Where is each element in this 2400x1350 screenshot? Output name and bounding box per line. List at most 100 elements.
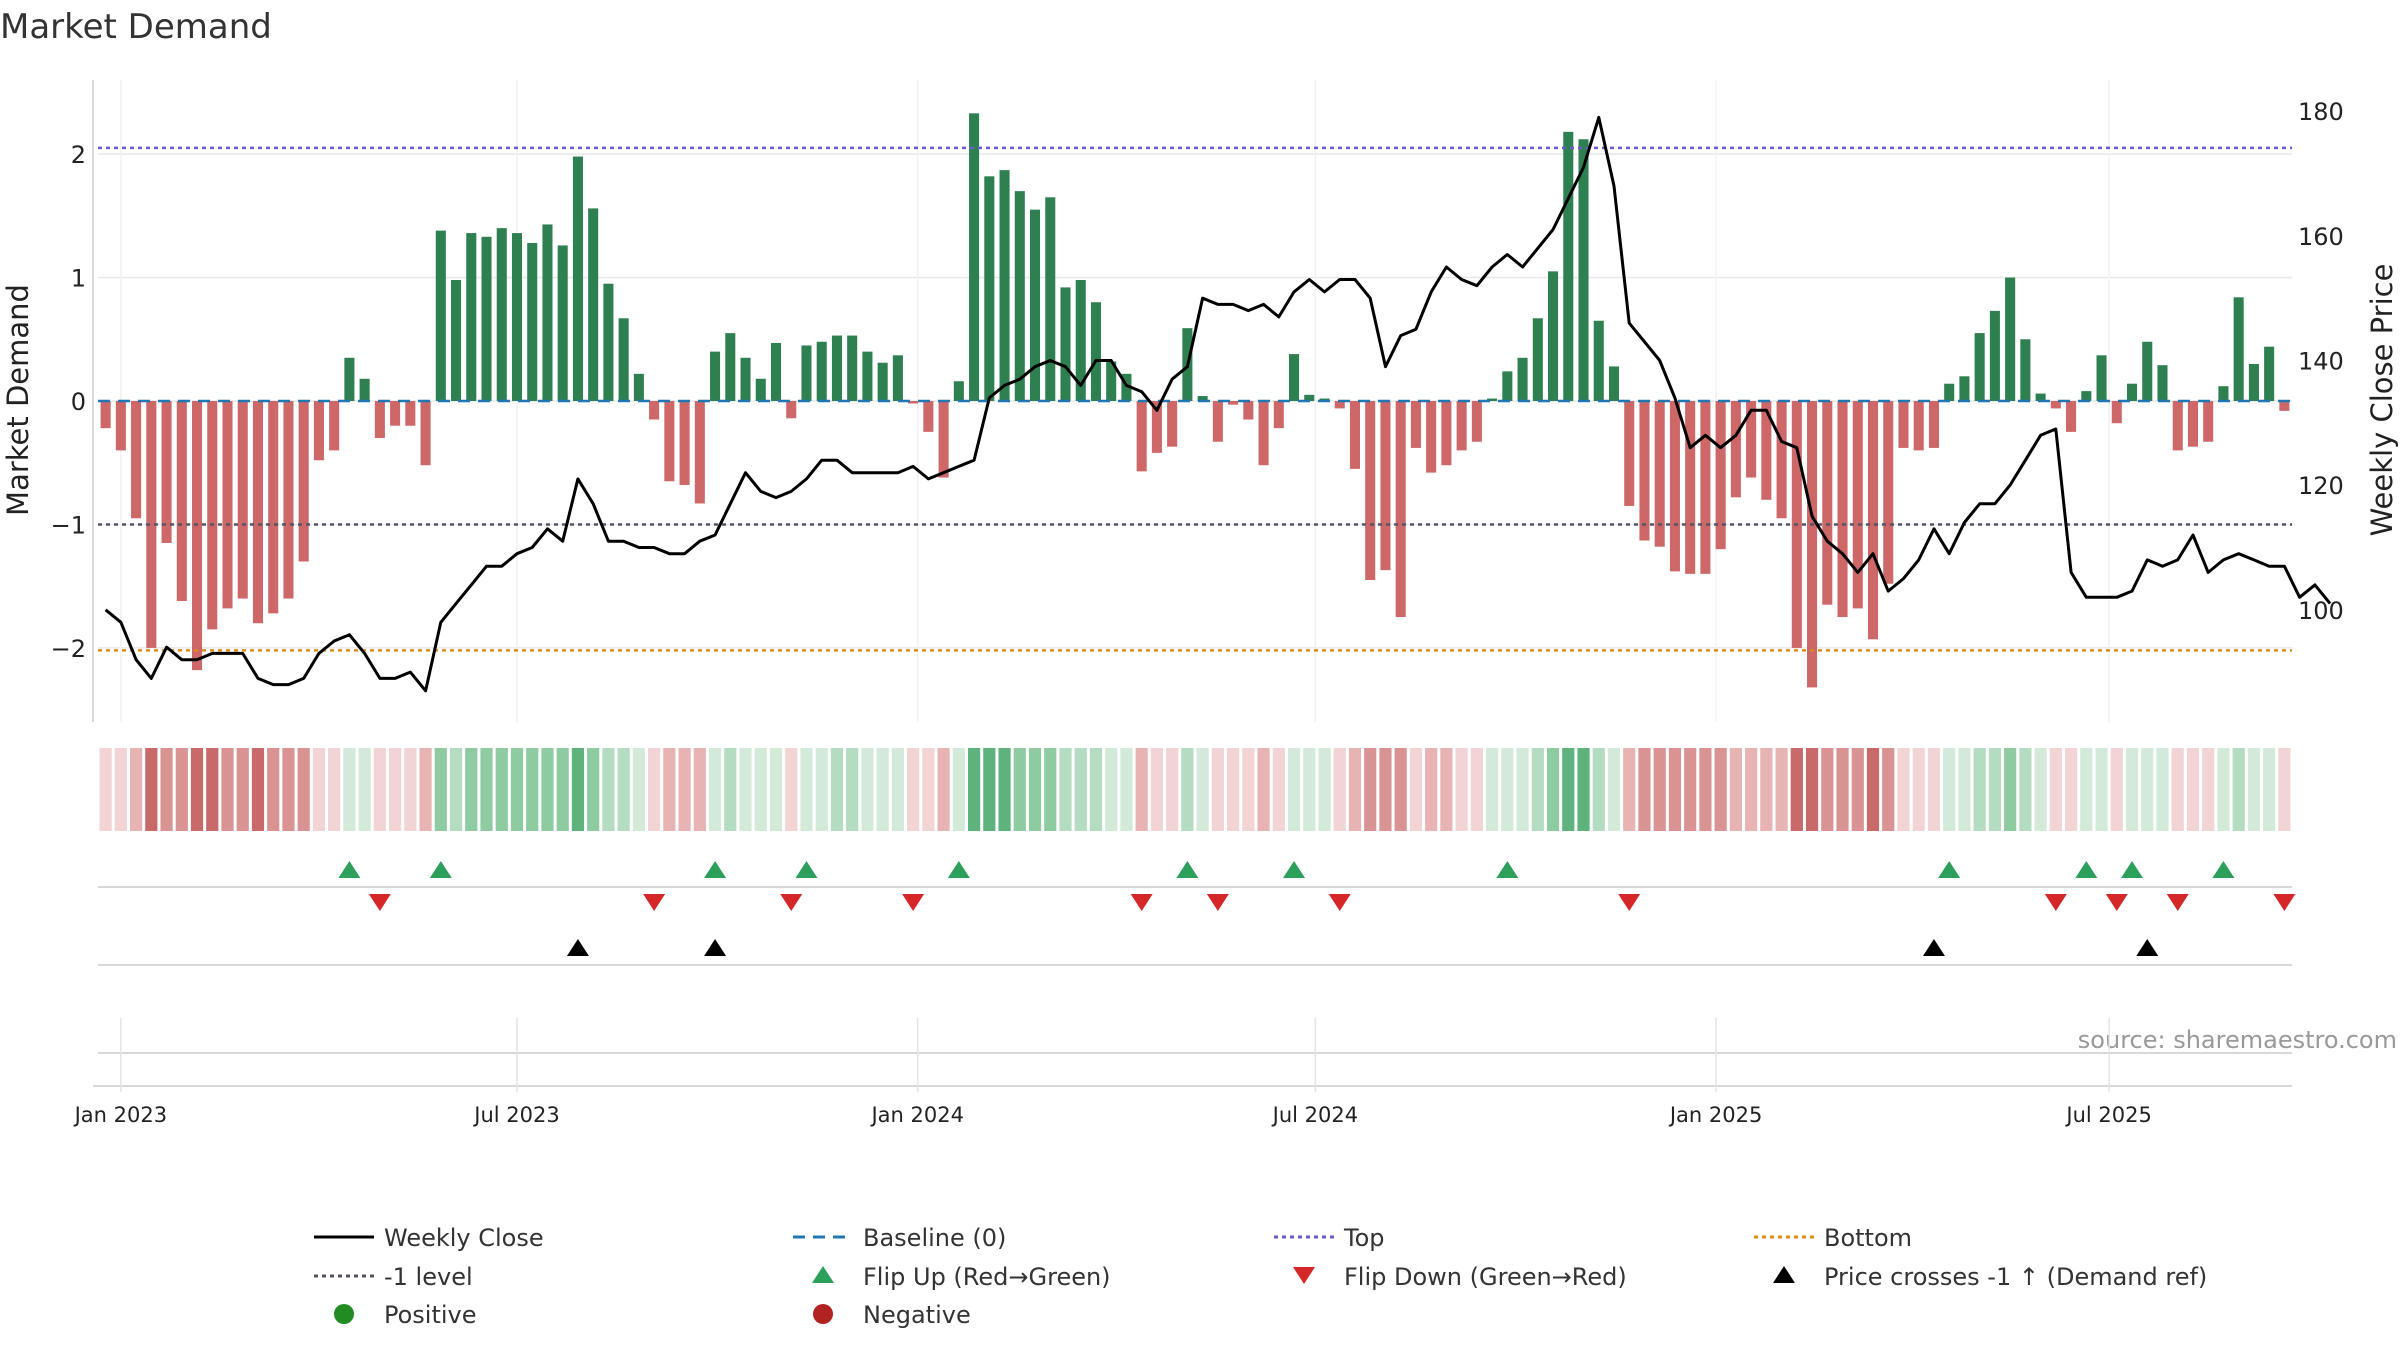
heat-cell xyxy=(267,748,280,831)
heat-cell xyxy=(1653,748,1666,831)
demand-bar-positive xyxy=(999,170,1010,401)
heat-cell xyxy=(1592,748,1605,831)
demand-bar-negative xyxy=(2172,401,2183,451)
demand-bar-negative xyxy=(1136,401,1147,472)
heat-cell xyxy=(1364,748,1377,831)
demand-bar-negative xyxy=(1822,401,1833,605)
heat-cell xyxy=(2019,748,2032,831)
demand-bar-negative xyxy=(405,401,416,426)
demand-bar-positive xyxy=(2096,355,2107,401)
price-cross-marker xyxy=(566,939,589,956)
demand-bar-positive xyxy=(1974,333,1985,401)
demand-bar-negative xyxy=(1167,401,1178,447)
demand-bar-positive xyxy=(892,355,903,401)
heat-cell xyxy=(129,748,143,831)
demand-bar-positive xyxy=(1532,318,1543,401)
heat-cell xyxy=(846,748,859,831)
demand-bar-negative xyxy=(252,401,264,624)
heat-cell xyxy=(1379,748,1392,831)
heat-cell xyxy=(602,748,615,831)
flip-up-marker xyxy=(338,861,361,878)
demand-bar-positive xyxy=(740,357,751,401)
demand-bar-positive xyxy=(1944,383,1955,401)
demand-bar-negative xyxy=(1395,401,1406,618)
heat-cell xyxy=(983,748,996,831)
heat-cell xyxy=(282,748,295,831)
demand-bar-negative xyxy=(1410,401,1421,448)
heat-cell xyxy=(2080,748,2093,831)
demand-bar-positive xyxy=(1959,376,1970,401)
heat-cell xyxy=(373,748,386,831)
heat-cell xyxy=(998,748,1011,831)
heat-cell xyxy=(1958,748,1971,831)
flip-up-marker xyxy=(1176,861,1199,878)
heat-cell xyxy=(1562,748,1575,831)
heat-cell xyxy=(815,748,828,831)
demand-bar-positive xyxy=(2248,363,2259,401)
heat-cell xyxy=(2004,748,2017,831)
demand-bar-negative xyxy=(1837,401,1848,618)
right-tick-label: 160 xyxy=(2298,223,2344,251)
heat-cell xyxy=(297,748,310,831)
demand-bar-negative xyxy=(1380,401,1391,571)
flip-up-marker xyxy=(429,861,452,878)
heat-cell xyxy=(1821,748,1834,831)
demand-bar-positive xyxy=(1029,209,1041,401)
demand-bar-negative xyxy=(161,401,172,543)
demand-bar-negative xyxy=(1212,401,1223,442)
demand-bar-positive xyxy=(2035,393,2046,401)
heat-cell xyxy=(2125,748,2139,831)
heat-cell xyxy=(1577,748,1590,831)
heat-cell xyxy=(1166,748,1179,831)
heat-cell xyxy=(1242,748,1255,831)
demand-bar-negative xyxy=(237,401,248,599)
demand-bar-negative xyxy=(694,401,705,504)
right-axis-ticks: 180 160 140 120 100 xyxy=(2298,98,2344,625)
heat-cell xyxy=(1196,748,1209,831)
heat-cell xyxy=(1531,748,1544,831)
heat-cell xyxy=(708,748,722,831)
heat-cell xyxy=(1013,748,1026,831)
heat-cell xyxy=(2278,748,2291,831)
demand-bar-negative xyxy=(2203,401,2214,442)
demand-bar-negative xyxy=(1898,401,1909,448)
heat-cell xyxy=(480,748,493,831)
heat-cell xyxy=(526,748,539,831)
heat-cell xyxy=(556,748,569,831)
heat-cell xyxy=(1089,748,1103,831)
demand-bar-negative xyxy=(313,401,324,461)
demand-bar-negative xyxy=(1746,401,1757,478)
demand-bar-positive xyxy=(1548,271,1559,401)
demand-bar-positive xyxy=(451,280,462,401)
heat-cell xyxy=(160,748,173,831)
heat-cell xyxy=(465,748,478,831)
heat-cell xyxy=(1044,748,1057,831)
demand-bar-negative xyxy=(420,401,431,466)
heat-cell xyxy=(1714,748,1727,831)
legend-baseline-label: Baseline (0) xyxy=(863,1224,1006,1252)
heat-cell xyxy=(678,748,691,831)
x-tick-label: Jan 2023 xyxy=(73,1103,168,1127)
heat-cell xyxy=(1851,748,1864,831)
demand-bar-positive xyxy=(1090,302,1101,401)
demand-bar-positive xyxy=(1304,394,1315,401)
demand-bar-negative xyxy=(1228,401,1239,405)
heat-cell xyxy=(2034,748,2047,831)
demand-bar-negative xyxy=(908,401,919,404)
source-text: source: sharemaestro.com xyxy=(2078,1026,2397,1054)
heat-cell xyxy=(312,748,326,831)
heat-cell xyxy=(891,748,904,831)
legend-flip-down-label: Flip Down (Green→Red) xyxy=(1344,1263,1627,1291)
demand-bar-positive xyxy=(1487,398,1498,401)
demand-bar-negative xyxy=(390,401,401,426)
demand-bar-positive xyxy=(359,378,370,401)
heat-cell xyxy=(145,748,158,831)
demand-bar-negative xyxy=(1334,401,1345,409)
heat-cell xyxy=(2156,748,2169,831)
heat-cell xyxy=(632,748,645,831)
heat-cell xyxy=(449,748,463,831)
heat-cell xyxy=(434,748,447,831)
heat-cell xyxy=(2064,748,2078,831)
heat-cell xyxy=(2171,748,2184,831)
flip-down-marker xyxy=(1618,894,1641,911)
